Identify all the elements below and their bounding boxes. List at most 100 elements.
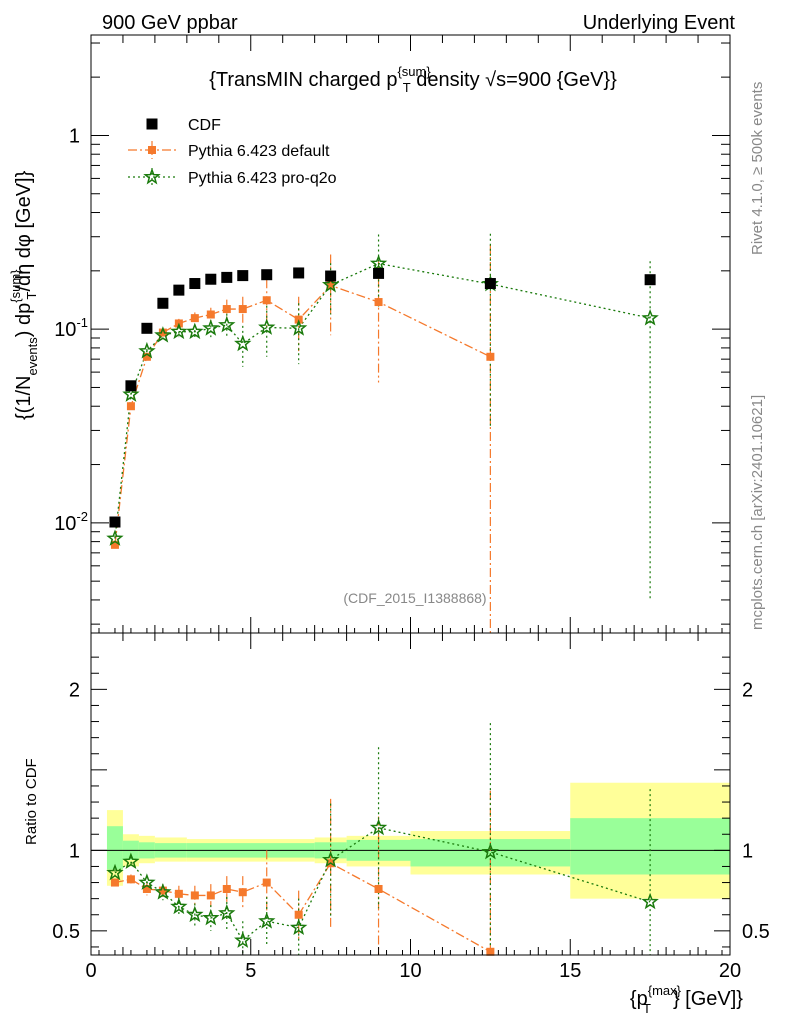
- x-tick-label: 5: [245, 960, 256, 982]
- ratio-point: [321, 850, 340, 868]
- data-point: [189, 278, 201, 290]
- ratio-point: [126, 875, 135, 884]
- y-axis-label: {(1/Nevents) dp{sum}T/dη dφ [GeV]}: [8, 170, 40, 420]
- data-point: [202, 319, 220, 336]
- data-point: [289, 319, 308, 336]
- series-line-1: [114, 284, 491, 545]
- data-point: [486, 352, 495, 361]
- ratio-y-tick-label: 2: [69, 679, 80, 701]
- data-point: [218, 315, 236, 333]
- ratio-point: [206, 891, 215, 900]
- data-point: [326, 281, 335, 290]
- ratio-point: [289, 918, 308, 936]
- data-point: [293, 267, 305, 279]
- data-point: [221, 271, 233, 283]
- data-point: [205, 273, 217, 285]
- ratio-point: [481, 842, 500, 860]
- ratio-point: [486, 947, 495, 956]
- y-tick-label-0: 10-2: [54, 509, 88, 535]
- rivet-label: Rivet 4.1.0, ≥ 500k events: [749, 82, 766, 255]
- ratio-point: [110, 878, 119, 887]
- x-tick-label: 20: [719, 960, 741, 982]
- ratio-y-tick-label-right: 1: [742, 840, 753, 862]
- data-point: [222, 305, 231, 314]
- legend-marker: [143, 167, 161, 185]
- ratio-line-1: [114, 862, 491, 953]
- legend-marker: [146, 118, 158, 130]
- y-tick-label-2: 1: [69, 125, 80, 147]
- legend-entry: Pythia 6.423 default: [188, 143, 330, 160]
- data-point: [122, 385, 140, 402]
- ratio-point: [170, 897, 188, 915]
- data-point: [109, 516, 121, 528]
- ratio-point: [222, 884, 231, 893]
- ratio-point: [218, 903, 236, 921]
- data-point: [125, 380, 137, 392]
- ratio-y-axis-label: Ratio to CDF: [23, 758, 40, 845]
- ratio-point: [234, 931, 252, 948]
- ratio-band-green: [106, 826, 123, 870]
- data-point: [173, 284, 185, 296]
- legend-entry: Pythia 6.423 pro-q2o: [188, 170, 337, 187]
- data-point: [258, 318, 276, 335]
- ratio-point: [122, 852, 140, 870]
- data-point: [325, 270, 337, 282]
- ratio-point: [374, 884, 383, 893]
- data-point: [158, 328, 167, 337]
- ratio-y-tick-label: 0.5: [52, 921, 80, 943]
- mcplots-label: mcplots.cern.ch [arXiv:2401.10621]: [749, 395, 766, 630]
- legend: CDF Pythia 6.423 default Pythia 6.423 pro-…: [128, 117, 337, 187]
- data-point: [374, 298, 383, 307]
- ratio-point: [138, 873, 156, 890]
- ratio-point: [154, 883, 172, 900]
- ratio-point: [106, 863, 124, 881]
- data-point: [644, 274, 656, 286]
- data-point: [261, 269, 273, 281]
- analysis-tag: (CDF_2015_I1388868): [343, 590, 486, 606]
- data-point: [373, 267, 385, 279]
- data-point: [237, 270, 249, 282]
- data-point: [154, 326, 172, 343]
- data-point: [484, 278, 496, 290]
- data-point: [142, 352, 151, 361]
- ratio-y-tick-label-right: 2: [742, 679, 753, 701]
- ratio-point: [190, 891, 199, 900]
- ratio-point: [262, 878, 271, 887]
- x-tick-label: 15: [559, 960, 581, 982]
- x-axis-label: {p{max} T} [GeV]}: [630, 983, 743, 1016]
- ratio-point: [186, 905, 204, 923]
- data-point: [126, 402, 135, 411]
- data-point: [138, 341, 156, 359]
- data-point: [170, 322, 188, 340]
- ratio-point: [202, 908, 220, 926]
- data-point: [106, 529, 124, 546]
- legend-marker: [148, 146, 156, 154]
- data-point: [141, 322, 153, 334]
- x-tick-label: 0: [85, 960, 96, 982]
- data-point: [206, 310, 215, 319]
- data-point: [110, 540, 119, 549]
- ratio-y-tick-label-right: 0.5: [742, 921, 770, 943]
- data-point: [262, 296, 271, 305]
- data-point: [641, 308, 659, 326]
- ratio-panel: 0 5 10 15 200.5 0.51 12 2: [52, 632, 770, 982]
- ratio-point: [158, 886, 167, 895]
- data-point: [157, 297, 169, 309]
- y-tick-label-1: 10-1: [54, 315, 88, 341]
- main-frame: [90, 34, 731, 634]
- legend-entry: CDF: [188, 117, 221, 134]
- data-point: [238, 305, 247, 314]
- ratio-point: [294, 910, 303, 919]
- data-point: [234, 334, 252, 352]
- x-tick-label: 10: [399, 960, 421, 982]
- ratio-point: [174, 889, 183, 898]
- ratio-point: [142, 884, 151, 893]
- ratio-point: [369, 818, 388, 836]
- ratio-point: [641, 892, 659, 910]
- data-point: [369, 254, 388, 271]
- data-point: [190, 314, 199, 323]
- main-panel: 10-2 10-1 1: [54, 34, 731, 634]
- chart-title: {TransMIN charged p{sum} T density √s=900…: [209, 64, 617, 95]
- data-point: [186, 322, 204, 340]
